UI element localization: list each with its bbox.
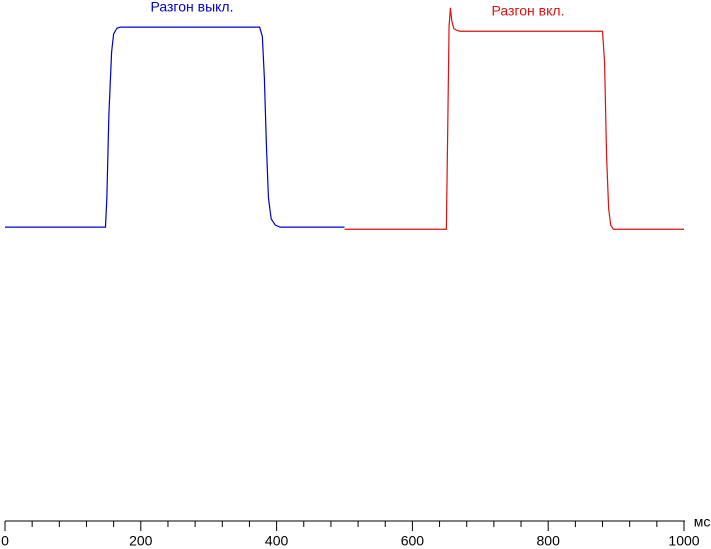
series-line xyxy=(344,7,684,230)
series-line xyxy=(5,26,345,228)
x-tick-label: 600 xyxy=(401,533,425,549)
series-label: Разгон выкл. xyxy=(151,0,234,15)
x-tick-label: 0 xyxy=(1,533,9,549)
x-tick-label: 400 xyxy=(265,533,289,549)
x-tick-label: 1000 xyxy=(668,533,699,549)
x-tick-label: 200 xyxy=(129,533,153,549)
x-tick-label: 800 xyxy=(537,533,561,549)
x-unit: мс xyxy=(694,514,711,530)
series-label: Разгон вкл. xyxy=(492,3,565,19)
